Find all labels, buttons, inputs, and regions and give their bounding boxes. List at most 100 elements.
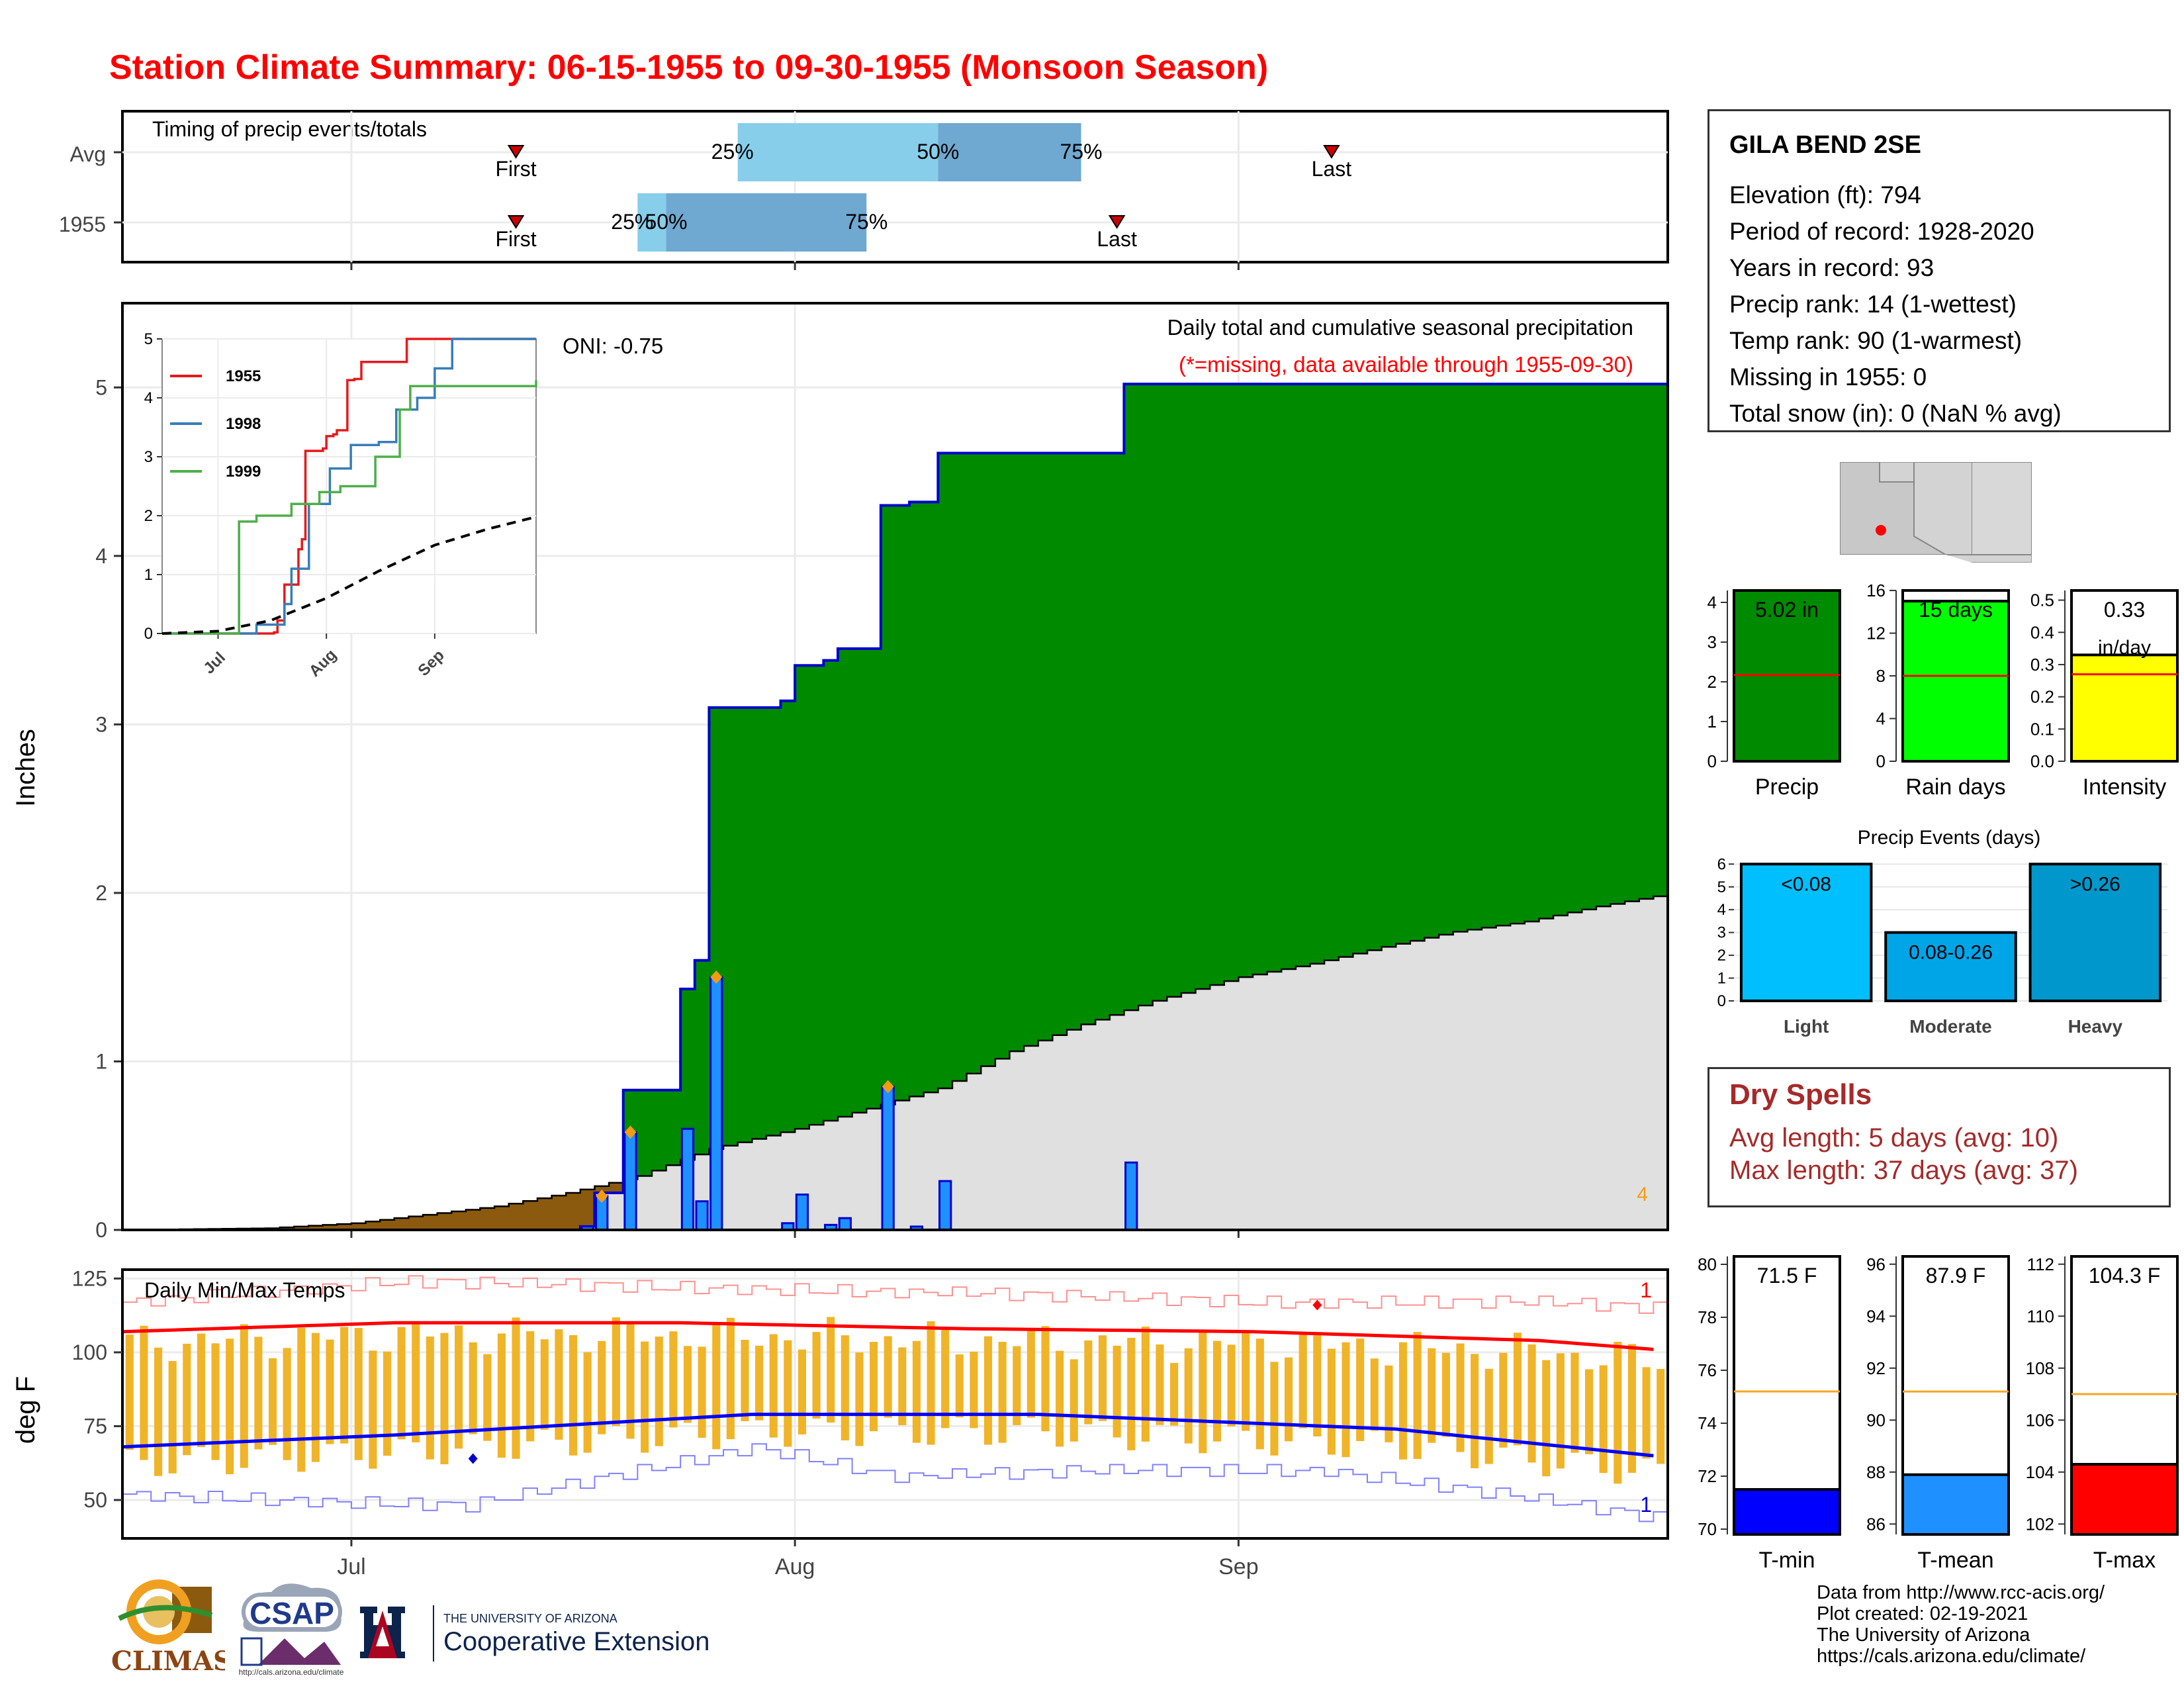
daily-temp-bar [1441, 1352, 1450, 1437]
deficit-area [408, 1216, 424, 1230]
daily-temp-bar [1342, 1342, 1350, 1458]
daily-temp-bar [555, 1329, 563, 1440]
footer-line: Data from http://www.rcc-acis.org/ [1817, 1582, 2105, 1603]
events-category-label: Heavy [2068, 1016, 2123, 1037]
main-ytick-label: 5 [95, 375, 107, 399]
surplus-area [1066, 453, 1082, 1030]
daily-temp-bar [1141, 1327, 1150, 1442]
temp-ytick-label: 50 [83, 1488, 107, 1512]
temp-frame [121, 1268, 1669, 1540]
temp-total-panels: 70 72 74 76 78 80 71.5 F T-min 86 88 90 92 94 96 87.9 … [1698, 1254, 2179, 1573]
precip-event-marker [596, 1190, 608, 1203]
station-detail-line: Period of record: 1928-2020 [1729, 218, 2034, 245]
events-ytick-label: 1 [1717, 970, 1726, 988]
inset-series-1998 [162, 338, 536, 635]
surplus-area [909, 502, 925, 1097]
surplus-area [966, 453, 981, 1074]
panel-ytick-label: 70 [1698, 1519, 1717, 1539]
first-event-label: First [495, 227, 536, 251]
panel-ytick-label: 94 [1866, 1306, 1886, 1326]
deficit-area [523, 1201, 538, 1230]
daily-temp-bar [655, 1336, 663, 1446]
daily-temp-bar [311, 1333, 320, 1462]
deficit-area [437, 1213, 452, 1230]
daily-temp-bar [870, 1342, 878, 1432]
daily-precip-bar [1124, 1161, 1138, 1231]
timing-p25-label: 25% [611, 210, 653, 234]
page-title: Station Climate Summary: 06-15-1955 to 0… [109, 48, 1269, 87]
daily-temp-bar [755, 1345, 764, 1421]
timing-bar-50-75 [666, 193, 867, 252]
timing-bar-25-50 [637, 193, 666, 252]
footer-credits: Data from http://www.rcc-acis.org/Plot c… [1817, 1582, 2105, 1667]
panel-ytick-label: 78 [1698, 1307, 1717, 1327]
precip-event-marker [882, 1080, 894, 1094]
timing-row-label-avg: Avg [69, 142, 106, 166]
panel-ytick-label: 74 [1698, 1413, 1717, 1433]
daily-temp-bar [383, 1351, 392, 1456]
timing-bar-25-50 [737, 123, 938, 181]
daily-temp-bar [683, 1346, 692, 1423]
surplus-area [1210, 384, 1225, 986]
station-name: GILA BEND 2SE [1729, 131, 1921, 159]
missing-note: (*=missing, data available through 1955-… [1179, 352, 1633, 377]
surplus-area [1195, 384, 1210, 989]
daily-temp-bar [1199, 1332, 1207, 1454]
surplus-area [1267, 384, 1282, 972]
daily-temp-bar [1484, 1368, 1493, 1464]
inset-legend-label: 1999 [226, 463, 261, 481]
events-bar-label: <0.08 [1781, 873, 1831, 895]
daily-temp-bar [712, 1322, 721, 1450]
last-event-label: Last [1097, 227, 1137, 251]
temp-ytick-label: 100 [72, 1340, 107, 1364]
daily-precip-bar [695, 1200, 709, 1231]
climas-logo: CLIMAS [111, 1579, 225, 1677]
timing-p75-label: 75% [1060, 140, 1103, 164]
daily-temp-bar [827, 1317, 835, 1423]
daily-temp-bar [1327, 1348, 1336, 1455]
daily-temp-bar [598, 1340, 606, 1434]
daily-temp-bar [497, 1333, 506, 1458]
surplus-area [651, 1090, 667, 1171]
deficit-area [465, 1209, 481, 1230]
deficit-area [451, 1211, 467, 1230]
panel-xlabel: T-min [1759, 1548, 1815, 1573]
timing-p50-label: 50% [917, 140, 959, 164]
daily-temp-bar [268, 1358, 277, 1445]
daily-temp-bar [1614, 1341, 1622, 1484]
main-ytick-label: 3 [95, 712, 107, 736]
daily-temp-bar [569, 1335, 578, 1456]
daily-temp-bar [1456, 1343, 1465, 1452]
main-subtitle: Daily total and cumulative seasonal prec… [1167, 315, 1633, 340]
daily-temp-bar [784, 1340, 792, 1447]
first-event-marker [507, 215, 525, 229]
station-detail-line: Precip rank: 14 (1-wettest) [1729, 291, 2017, 318]
daily-temp-bar [769, 1334, 778, 1438]
temp-xtick-label: Sep [1218, 1554, 1259, 1579]
deficit-area [537, 1198, 553, 1230]
panel-ytick-label: 16 [1866, 581, 1886, 600]
surplus-area [1152, 384, 1167, 1001]
deficit-area [294, 1226, 309, 1230]
surplus-area [1253, 384, 1268, 975]
surplus-area [1038, 453, 1053, 1041]
panel-ytick-label: 0.0 [2030, 751, 2054, 771]
dry-spells-max: Max length: 37 days (avg: 37) [1729, 1156, 2078, 1185]
main-ytick-label: 2 [95, 881, 107, 905]
daily-temp-bar [1298, 1334, 1307, 1429]
panel-ytick-label: 0 [1707, 751, 1717, 771]
surplus-area [895, 505, 910, 1101]
surplus-area [823, 660, 839, 1121]
surplus-area [1024, 453, 1039, 1047]
panel-ytick-label: 0.2 [2030, 687, 2054, 707]
daily-temp-bar [1499, 1352, 1508, 1448]
daily-temp-bar [841, 1335, 849, 1440]
station-detail-line: Years in record: 93 [1729, 254, 1934, 281]
daily-temp-bar [254, 1336, 263, 1450]
first-event-marker [507, 145, 525, 159]
panel-ytick-label: 80 [1698, 1254, 1717, 1274]
events-bar [1739, 863, 1873, 1003]
daily-temp-bar [927, 1321, 935, 1445]
panel-xlabel: T-mean [1917, 1548, 1993, 1573]
avg-low-line [122, 1413, 1654, 1458]
